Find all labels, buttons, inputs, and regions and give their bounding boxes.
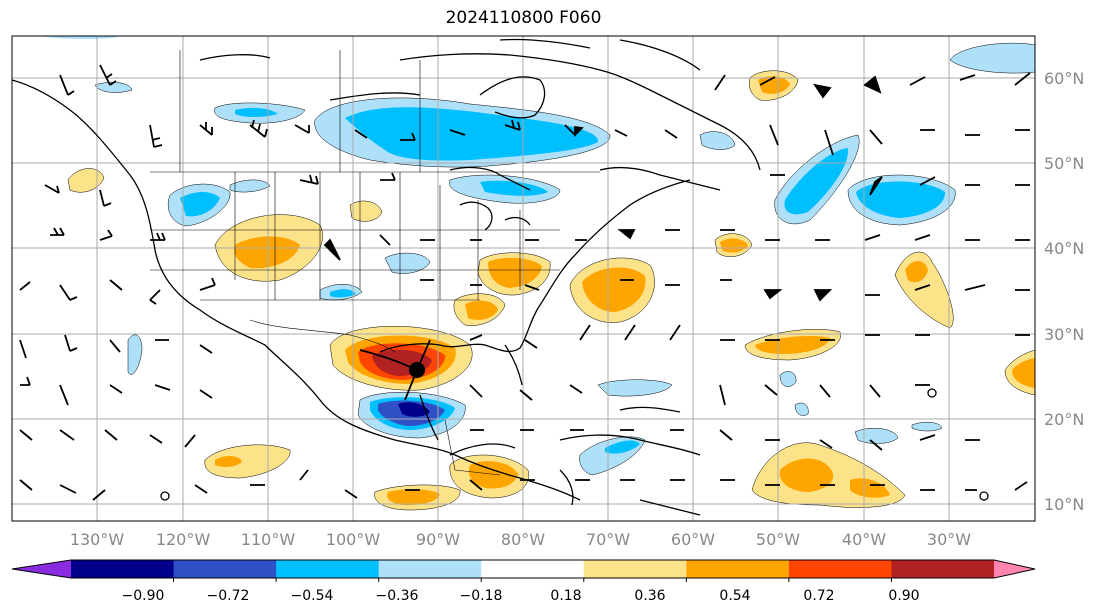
colorbar-swatch: [481, 560, 585, 578]
lat-label: 50°N: [1044, 154, 1084, 173]
colorbar-tick-label: 0.72: [803, 588, 834, 604]
wind-barbs: [19, 64, 1031, 501]
colorbar-swatch: [378, 560, 482, 578]
colorbar-swatch: [71, 560, 175, 578]
colorbar-swatch: [891, 560, 995, 578]
colorbar-extend-min: [12, 560, 71, 578]
colorbar-swatch: [583, 560, 687, 578]
colorbar-extend-max: [994, 560, 1035, 578]
map-title: 2024110800 F060: [445, 8, 602, 28]
colorbar: −0.90 −0.72 −0.54 −0.36 −0.18 0.18 0.36 …: [11, 559, 1036, 604]
colorbar-tick-label: −0.18: [460, 588, 503, 604]
colorbar-tick-label: 0.18: [550, 588, 581, 604]
latitude-labels: 60°N 50°N 40°N 30°N 20°N 10°N: [1044, 69, 1084, 514]
lon-label: 120°W: [156, 530, 211, 549]
lon-label: 90°W: [416, 530, 460, 549]
colorbar-swatch: [276, 560, 380, 578]
lat-label: 30°N: [1044, 325, 1084, 344]
field-gulf-cool-dark: [398, 402, 430, 417]
colorbar-tick-label: 0.54: [719, 588, 750, 604]
map-frame: [11, 35, 1036, 522]
lon-label: 130°W: [70, 530, 125, 549]
lat-label: 40°N: [1044, 239, 1084, 258]
colorbar-swatch: [686, 560, 790, 578]
colorbar-tick-label: −0.90: [122, 588, 165, 604]
colorbar-tick-label: 0.90: [888, 588, 919, 604]
colorbar-ticks: [173, 578, 892, 582]
colorbar-tick-label: −0.36: [376, 588, 419, 604]
lon-label: 60°W: [671, 530, 715, 549]
graticule: [12, 36, 1035, 521]
lat-label: 60°N: [1044, 69, 1084, 88]
longitude-labels: 130°W 120°W 110°W 100°W 90°W 80°W 70°W 6…: [70, 530, 971, 549]
lon-label: 30°W: [927, 530, 971, 549]
colorbar-swatch: [173, 560, 277, 578]
colorbar-tick-label: 0.36: [634, 588, 665, 604]
coastlines: [12, 38, 761, 516]
field-canada-blue: [345, 107, 599, 161]
lon-label: 70°W: [586, 530, 630, 549]
lon-label: 110°W: [241, 530, 296, 549]
political-borders: [150, 50, 600, 476]
lon-label: 40°W: [842, 530, 886, 549]
lon-label: 100°W: [326, 530, 381, 549]
lat-label: 20°N: [1044, 410, 1084, 429]
low-center-marker: [409, 362, 425, 378]
lat-label: 10°N: [1044, 495, 1084, 514]
colorbar-tick-label: −0.54: [291, 588, 334, 604]
colorbar-tick-label: −0.72: [207, 588, 250, 604]
storm-track: [359, 339, 431, 401]
colorbar-swatch: [788, 560, 892, 578]
lon-label: 50°W: [756, 530, 800, 549]
lon-label: 80°W: [501, 530, 545, 549]
colorbar-swatches: [11, 559, 1036, 579]
colorbar-outline: [11, 559, 1036, 579]
